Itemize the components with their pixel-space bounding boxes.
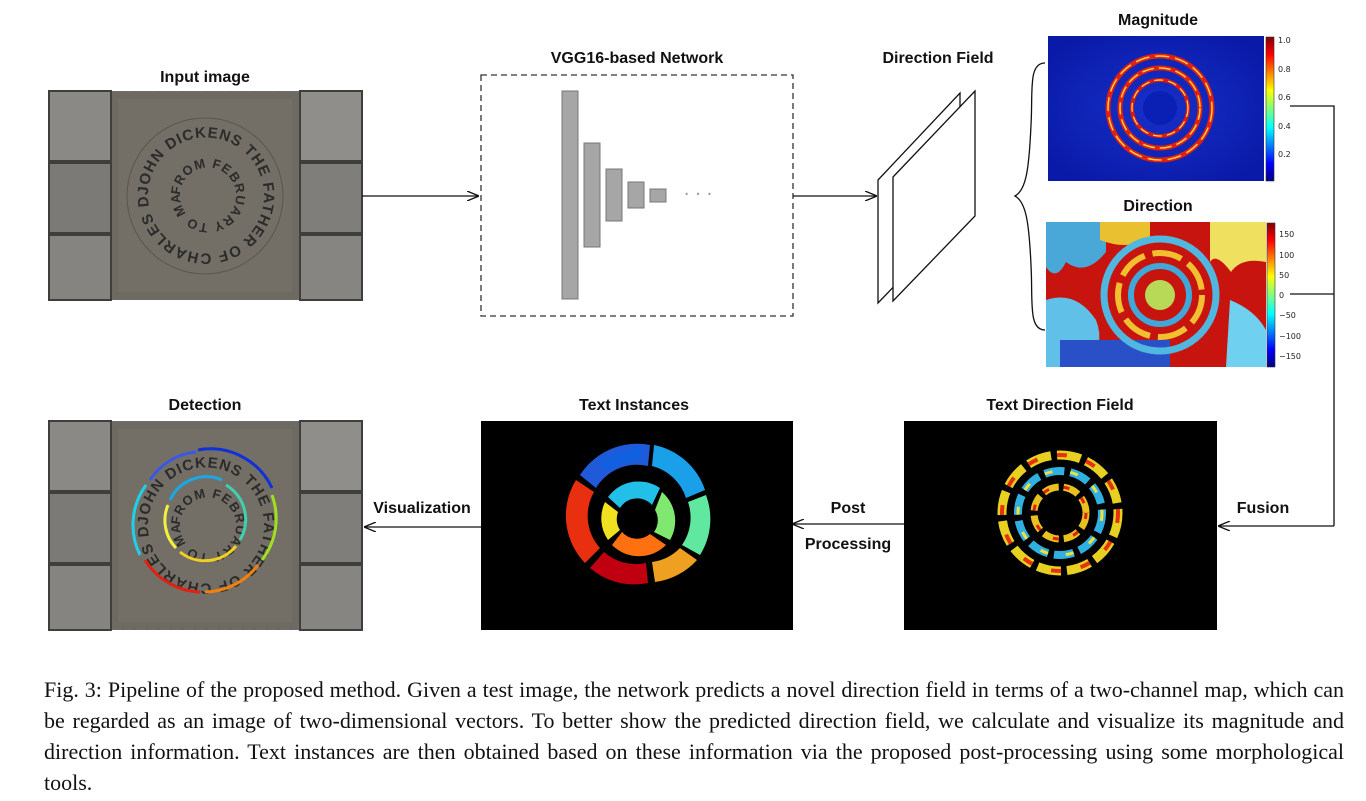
text-instances-image bbox=[481, 421, 793, 630]
text-instances-label: Text Instances bbox=[579, 397, 689, 414]
svg-text:0.6: 0.6 bbox=[1278, 93, 1291, 102]
text-direction-field-label: Text Direction Field bbox=[986, 397, 1133, 414]
svg-text:−50: −50 bbox=[1279, 311, 1296, 320]
magnitude-map bbox=[1048, 36, 1264, 181]
figure-caption: Fig. 3: Pipeline of the proposed method.… bbox=[44, 677, 1344, 795]
direction-field-label: Direction Field bbox=[882, 50, 993, 67]
svg-text:−100: −100 bbox=[1279, 332, 1301, 341]
split-brace bbox=[1013, 62, 1046, 331]
processing-label: Processing bbox=[805, 536, 891, 553]
fusion-connector bbox=[1290, 105, 1335, 526]
direction-field-planes bbox=[877, 89, 976, 305]
detection-label: Detection bbox=[169, 397, 242, 414]
fusion-label: Fusion bbox=[1237, 500, 1289, 517]
text-direction-field-image bbox=[904, 421, 1217, 630]
post-label: Post bbox=[831, 500, 866, 517]
network-label: VGG16-based Network bbox=[551, 50, 724, 67]
svg-text:0: 0 bbox=[1279, 291, 1284, 300]
network-layers bbox=[561, 90, 667, 300]
direction-colorbar: 150 100 50 0 −50 −100 −150 bbox=[1266, 222, 1301, 368]
magnitude-label: Magnitude bbox=[1118, 12, 1198, 29]
svg-text:0.8: 0.8 bbox=[1278, 65, 1291, 74]
direction-label: Direction bbox=[1123, 198, 1192, 215]
visualization-label: Visualization bbox=[373, 500, 471, 517]
svg-text:1.0: 1.0 bbox=[1278, 36, 1291, 45]
svg-text:0.2: 0.2 bbox=[1278, 150, 1291, 159]
input-image-label: Input image bbox=[160, 69, 250, 86]
direction-map bbox=[1046, 222, 1266, 367]
svg-text:50: 50 bbox=[1279, 271, 1289, 280]
network-ellipsis: · · · bbox=[684, 184, 713, 205]
svg-text:150: 150 bbox=[1279, 230, 1294, 239]
svg-text:100: 100 bbox=[1279, 251, 1294, 260]
magnitude-colorbar: 1.0 0.8 0.6 0.4 0.2 bbox=[1265, 36, 1291, 182]
input-image: JOHN DICKENS THE FATHER OF CHARLES DICKE… bbox=[0, 0, 363, 301]
svg-text:0.4: 0.4 bbox=[1278, 122, 1291, 131]
svg-text:−150: −150 bbox=[1279, 352, 1301, 361]
